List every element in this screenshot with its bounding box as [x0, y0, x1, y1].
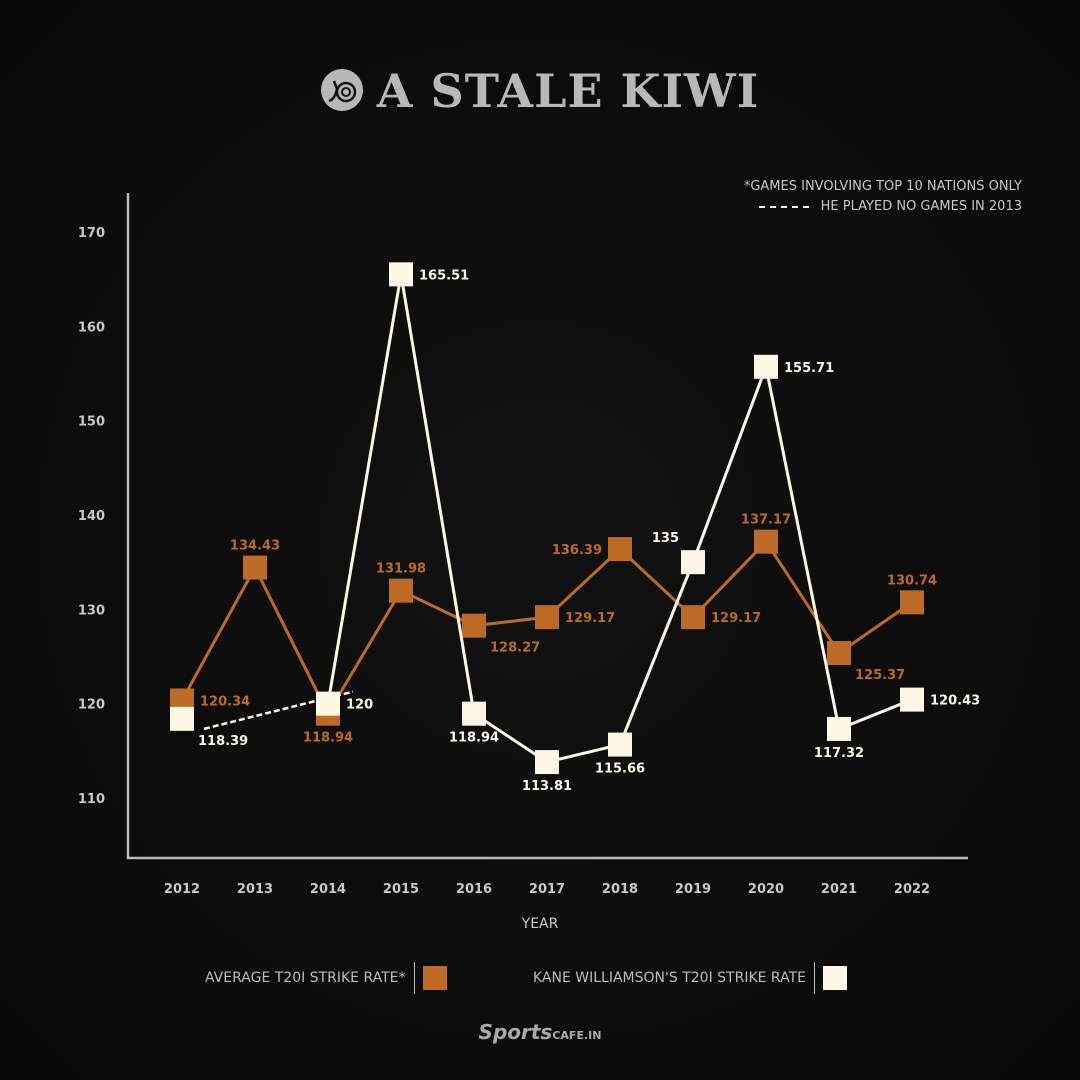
data-point-0-2017 [535, 605, 559, 630]
title-text: A STALE KIWI [376, 64, 760, 118]
data-point-0-2016 [462, 613, 486, 638]
x-tick-label: 2017 [529, 882, 565, 897]
note-top10: *GAMES INVOLVING TOP 10 NATIONS ONLY [743, 179, 1022, 194]
data-label-1-2020: 155.71 [784, 361, 834, 376]
legend-kane-swatch [822, 966, 847, 990]
x-tick-label: 2012 [164, 882, 200, 897]
x-tick-label: 2018 [602, 882, 638, 897]
data-label-1-2015: 165.51 [419, 268, 469, 283]
data-label-0-2019: 129.17 [711, 611, 761, 626]
data-point-0-2022 [900, 590, 924, 615]
data-point-0-2013 [243, 555, 267, 580]
data-label-0-2022: 130.74 [887, 573, 937, 588]
data-label-0-2021: 125.37 [855, 668, 905, 683]
data-point-1-2017 [535, 750, 559, 775]
x-tick-label: 2015 [383, 882, 419, 897]
y-tick-label: 150 [78, 415, 105, 430]
data-label-0-2015: 131.98 [376, 562, 426, 577]
series-line-1 [326, 274, 913, 764]
x-tick-label: 2021 [821, 882, 857, 897]
data-point-1-2015 [389, 262, 413, 287]
y-tick-label: 120 [78, 698, 105, 713]
data-label-1-2017: 113.81 [522, 779, 572, 794]
data-label-1-2014: 120 [346, 698, 373, 713]
y-tick-label: 130 [78, 603, 105, 618]
y-tick-label: 170 [78, 226, 105, 241]
y-tick-label: 110 [78, 792, 105, 807]
note-2013: HE PLAYED NO GAMES IN 2013 [758, 199, 1022, 214]
data-label-0-2012: 120.34 [200, 694, 250, 709]
data-point-0-2015 [389, 578, 413, 603]
data-point-0-2018 [608, 537, 632, 562]
chart-title: A STALE KIWI [0, 64, 1080, 118]
brand-logo: SportsCAFE.IN [478, 1020, 602, 1044]
dashed-line-icon [758, 205, 809, 208]
y-tick-label: 140 [78, 509, 105, 524]
data-point-1-2012 [170, 706, 194, 731]
data-label-0-2017: 129.17 [565, 611, 615, 626]
data-point-0-2021 [827, 641, 851, 666]
data-point-0-2020 [754, 529, 778, 554]
y-tick-label: 160 [78, 320, 105, 335]
data-label-1-2018: 115.66 [595, 762, 645, 777]
legend-kane-label: KANE WILLIAMSON'S T20I STRIKE RATE [533, 970, 806, 986]
legend-kane: KANE WILLIAMSON'S T20I STRIKE RATE [533, 962, 847, 994]
x-tick-label: 2013 [237, 882, 273, 897]
legend-average-label: AVERAGE T20I STRIKE RATE* [205, 970, 406, 986]
data-label-1-2021: 117.32 [814, 746, 864, 761]
data-label-1-2022: 120.43 [930, 694, 980, 709]
data-label-0-2020: 137.17 [741, 513, 791, 528]
data-point-1-2014 [316, 691, 340, 716]
data-point-1-2022 [900, 687, 924, 712]
legend-average: AVERAGE T20I STRIKE RATE* [205, 962, 447, 994]
data-label-0-2014: 118.94 [303, 731, 353, 746]
x-tick-label: 2014 [310, 882, 346, 897]
data-point-0-2019 [681, 605, 705, 630]
data-label-0-2013: 134.43 [230, 539, 280, 554]
data-point-1-2016 [462, 701, 486, 726]
data-label-0-2016: 128.27 [490, 641, 540, 656]
data-label-1-2012: 118.39 [198, 734, 248, 749]
data-point-1-2021 [827, 716, 851, 741]
x-tick-label: 2020 [748, 882, 784, 897]
data-point-1-2018 [608, 732, 632, 757]
x-tick-label: 2019 [675, 882, 711, 897]
data-label-0-2018: 136.39 [552, 543, 602, 558]
x-axis-label: YEAR [521, 916, 559, 932]
snail-logo-icon [320, 69, 363, 111]
legend-average-swatch [422, 966, 447, 990]
data-label-1-2016: 118.94 [449, 731, 499, 746]
x-tick-label: 2022 [894, 882, 930, 897]
data-point-1-2019 [681, 550, 705, 575]
axes [126, 193, 968, 860]
x-tick-label: 2016 [456, 882, 492, 897]
data-label-1-2019: 135 [652, 531, 679, 546]
note-2013-text: HE PLAYED NO GAMES IN 2013 [820, 199, 1022, 214]
data-point-1-2020 [754, 354, 778, 379]
